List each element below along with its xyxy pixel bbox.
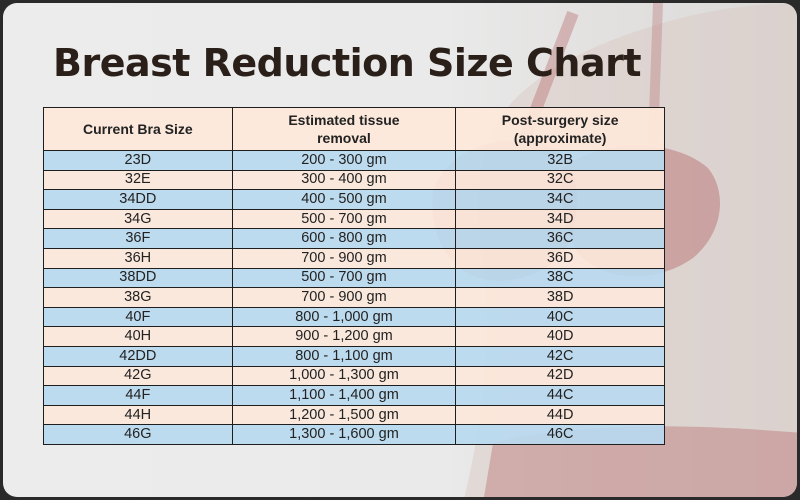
cell-tissue-removal: 300 - 400 gm [231,169,457,191]
cell-tissue-removal: 900 - 1,200 gm [231,326,457,347]
cell-current-size: 38DD [43,267,233,289]
cell-post-surgery-size: 46C [455,424,665,445]
page-title: Breast Reduction Size Chart [53,41,642,85]
cell-tissue-removal: 700 - 900 gm [231,247,457,269]
header-line: (approximate) [513,130,607,146]
table-row: 34G 500 - 700 gm 34D [43,208,665,230]
cell-post-surgery-size: 34C [455,189,665,210]
table-row: 38DD 500 - 700 gm 38C [43,267,665,289]
table-row: 46G 1,300 - 1,600 gm 46C [43,424,665,445]
table-row: 36H 700 - 900 gm 36D [43,247,665,269]
cell-current-size: 36F [43,228,233,249]
table-row: 23D 200 - 300 gm 32B [43,150,665,171]
cell-current-size: 40H [43,326,233,347]
cell-current-size: 40F [43,306,233,328]
cell-post-surgery-size: 36D [455,247,665,269]
table-row: 40H 900 - 1,200 gm 40D [43,326,665,347]
cell-tissue-removal: 400 - 500 gm [231,189,457,210]
cell-current-size: 42G [43,365,233,387]
cell-tissue-removal: 1,100 - 1,400 gm [231,385,457,406]
cell-tissue-removal: 1,200 - 1,500 gm [231,404,457,426]
table-row: 44F 1,100 - 1,400 gm 44C [43,385,665,406]
cell-post-surgery-size: 32B [455,150,665,171]
cell-current-size: 44F [43,385,233,406]
header-line: Post-surgery size [501,112,619,128]
cell-post-surgery-size: 42C [455,345,665,367]
table-row: 44H 1,200 - 1,500 gm 44D [43,404,665,426]
cell-post-surgery-size: 34D [455,208,665,230]
cell-current-size: 23D [43,150,233,171]
table-row: 42DD 800 - 1,100 gm 42C [43,345,665,367]
cell-tissue-removal: 1,300 - 1,600 gm [231,424,457,445]
cell-tissue-removal: 500 - 700 gm [231,208,457,230]
cell-tissue-removal: 800 - 1,000 gm [231,306,457,328]
cell-current-size: 42DD [43,345,233,367]
header-post-surgery-size: Post-surgery size (approximate) [455,107,665,151]
size-chart-table: Current Bra Size Estimated tissue remova… [43,107,665,445]
cell-tissue-removal: 800 - 1,100 gm [231,345,457,367]
cell-post-surgery-size: 32C [455,169,665,191]
cell-current-size: 34DD [43,189,233,210]
cell-post-surgery-size: 40C [455,306,665,328]
header-estimated-tissue-removal: Estimated tissue removal [231,107,457,151]
cell-post-surgery-size: 44C [455,385,665,406]
cell-current-size: 46G [43,424,233,445]
header-line: removal [317,130,371,146]
cell-post-surgery-size: 38C [455,267,665,289]
cell-post-surgery-size: 44D [455,404,665,426]
header-current-bra-size: Current Bra Size [43,107,233,151]
cell-current-size: 34G [43,208,233,230]
table-row: 40F 800 - 1,000 gm 40C [43,306,665,328]
table-header-row: Current Bra Size Estimated tissue remova… [43,107,665,151]
cell-post-surgery-size: 42D [455,365,665,387]
cell-current-size: 36H [43,247,233,269]
cell-tissue-removal: 700 - 900 gm [231,287,457,308]
cell-post-surgery-size: 38D [455,287,665,308]
header-line: Current Bra Size [82,121,193,137]
table-row: 32E 300 - 400 gm 32C [43,169,665,191]
table-row: 34DD 400 - 500 gm 34C [43,189,665,210]
chart-card: Breast Reduction Size Chart Current Bra … [3,3,797,497]
table-row: 42G 1,000 - 1,300 gm 42D [43,365,665,387]
cell-tissue-removal: 500 - 700 gm [231,267,457,289]
table-row: 36F 600 - 800 gm 36C [43,228,665,249]
cell-tissue-removal: 600 - 800 gm [231,228,457,249]
cell-current-size: 38G [43,287,233,308]
cell-post-surgery-size: 36C [455,228,665,249]
cell-tissue-removal: 1,000 - 1,300 gm [231,365,457,387]
cell-current-size: 32E [43,169,233,191]
table-row: 38G 700 - 900 gm 38D [43,287,665,308]
cell-tissue-removal: 200 - 300 gm [231,150,457,171]
cell-current-size: 44H [43,404,233,426]
header-line: Estimated tissue [288,112,400,128]
cell-post-surgery-size: 40D [455,326,665,347]
